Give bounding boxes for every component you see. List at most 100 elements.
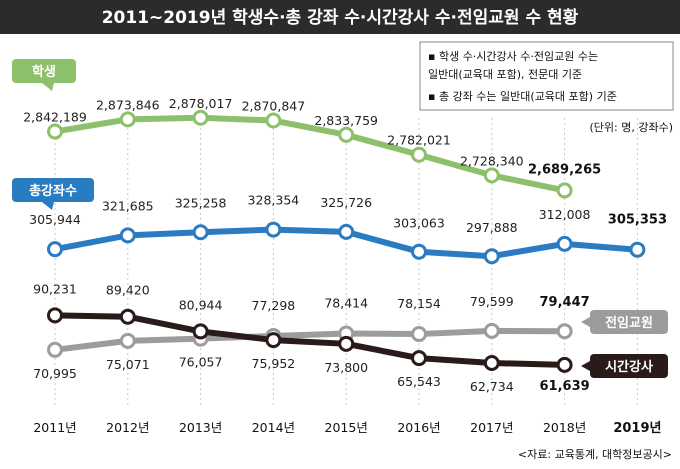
point-lecturers-0 [47,307,63,324]
x-tick-label-3: 2014년 [252,420,295,435]
data-label-lecturers-0: 90,231 [33,281,77,296]
series-name-fulltime: 전임교원 [605,315,653,331]
x-axis-ticks: 2011년 2012년 2013년 2014년 2015년 2016년 2017년 2018년… [33,420,661,436]
point-lecturers-4 [338,335,355,352]
unit-label: (단위: 명, 강좌수) [590,121,674,134]
data-label-students-1: 2,873,846 [96,97,160,112]
data-label-fulltime-3: 77,298 [252,298,296,313]
point-fulltime-7 [556,323,573,340]
series-tag-students: 학생 [12,59,76,91]
data-label-lecturers-7: 61,639 [540,379,590,394]
data-label-courses-7: 312,008 [539,207,591,222]
point-courses-8 [629,241,646,258]
point-lecturers-7 [556,356,573,373]
point-students-2 [192,109,209,126]
point-lecturers-2 [192,323,209,340]
data-label-students-4: 2,833,759 [314,113,378,128]
series-tag-bg-students [12,59,76,83]
series-lecturers: 90,231 89,420 80,944 75,952 73,800 65,543 62,7… [33,281,590,394]
point-lecturers-3 [265,332,282,349]
series-tag-courses: 총강좌수 [12,178,94,210]
point-fulltime-6 [483,322,500,339]
data-label-fulltime-5: 78,154 [397,296,441,311]
data-label-students-2: 2,878,017 [169,96,233,111]
x-tick-label-1: 2012년 [106,420,149,435]
point-courses-4 [338,223,355,240]
point-students-7 [556,182,573,199]
point-lecturers-5 [411,350,427,367]
point-lecturers-6 [483,354,500,371]
series-name-students: 학생 [32,64,56,80]
series-tag-fulltime: 전임교원 [581,310,668,334]
data-label-lecturers-3: 75,952 [252,356,296,371]
point-students-5 [411,146,427,163]
data-label-courses-3: 328,354 [248,193,300,208]
x-tick-label-2: 2013년 [179,420,222,435]
point-courses-5 [411,243,427,260]
data-label-lecturers-4: 73,800 [324,360,368,375]
title-bar [0,0,680,34]
data-label-lecturers-2: 80,944 [179,297,223,312]
point-students-1 [119,111,136,128]
point-fulltime-5 [411,326,427,343]
data-label-lecturers-1: 89,420 [106,283,150,298]
x-tick-label-7: 2018년 [543,420,586,435]
point-courses-6 [483,248,500,265]
series-tag-tail-courses [42,202,54,210]
data-label-courses-2: 325,258 [175,195,227,210]
data-label-courses-0: 305,944 [29,212,81,227]
note-line-3: ▪ 총 강좌 수는 일반대(교육대 포함) 기준 [428,89,617,103]
series-tag-tail-lecturers [581,361,590,371]
series-tag-bg-fulltime [590,310,668,334]
series-tag-tail-students [42,83,54,91]
point-courses-1 [119,227,136,244]
point-courses-7 [556,235,573,252]
series-line-fulltime [54,327,565,353]
note-box [419,41,674,111]
data-label-students-7: 2,689,265 [528,162,601,177]
series-tag-tail-fulltime [581,317,590,327]
x-tick-label-8: 2019년 [613,421,661,436]
data-label-fulltime-2: 76,057 [179,355,223,370]
data-label-fulltime-6: 79,599 [470,294,514,309]
x-tick-label-5: 2016년 [397,420,440,435]
point-fulltime-0 [47,341,63,358]
point-students-3 [265,112,282,129]
data-label-lecturers-5: 65,543 [397,374,441,389]
series-tag-bg-courses [12,178,94,202]
data-label-lecturers-6: 62,734 [470,379,514,394]
point-courses-3 [265,221,282,238]
series-courses: 305,944 321,685 325,258 328,354 325,726 303,0… [29,193,667,265]
point-students-0 [47,123,63,140]
series-layer: 2,842,189 2,873,846 2,878,017 2,870,847 2,83… [12,59,668,394]
data-label-courses-6: 297,888 [466,220,518,235]
note-line-2: 일반대(교육대 포함), 전문대 기준 [428,67,582,81]
note-line-1: ▪ 학생 수·시간강사 수·전임교원 수는 [428,50,598,63]
data-label-students-3: 2,870,847 [242,99,306,114]
data-label-courses-5: 303,063 [393,216,445,231]
series-fulltime: 70,995 75,071 76,057 77,298 78,414 78,154 79,5… [33,294,590,381]
x-tick-label-6: 2017년 [470,420,513,435]
data-label-fulltime-4: 78,414 [324,295,368,310]
series-name-lecturers: 시간강사 [605,359,653,375]
x-tick-label-0: 2011년 [33,420,76,435]
series-students: 2,842,189 2,873,846 2,878,017 2,870,847 2,83… [23,96,601,199]
data-label-fulltime-7: 79,447 [540,295,590,310]
data-label-students-0: 2,842,189 [23,110,87,125]
point-lecturers-1 [119,308,136,325]
x-tick-label-4: 2015년 [325,420,368,435]
series-line-students [54,114,566,194]
data-label-courses-4: 325,726 [320,195,372,210]
series-tag-lecturers: 시간강사 [581,354,668,378]
data-label-fulltime-1: 75,071 [106,357,150,372]
point-courses-0 [47,241,63,258]
chart-title: 2011~2019년 학생수·총 강좌 수·시간강사 수·전임교원 수 현황 [102,7,579,28]
data-label-courses-8: 305,353 [608,213,667,228]
point-students-4 [338,126,355,143]
series-name-courses: 총강좌수 [29,183,77,199]
point-students-6 [483,167,500,184]
series-tag-bg-lecturers [590,354,668,378]
point-fulltime-1 [119,332,136,349]
data-label-courses-1: 321,685 [102,198,154,213]
